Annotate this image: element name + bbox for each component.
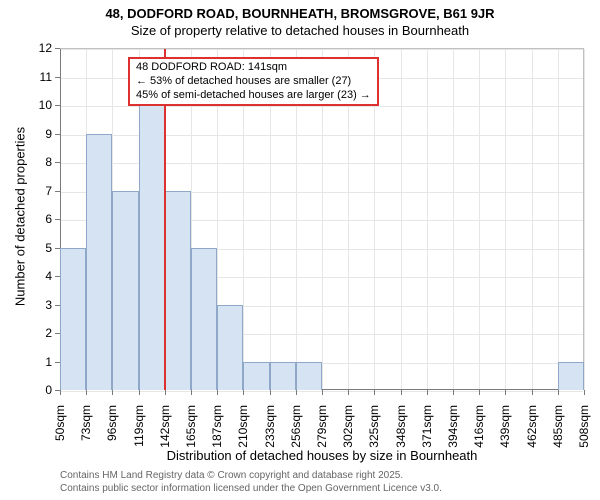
y-tick-label: 5: [32, 241, 52, 255]
y-tick-label: 12: [32, 41, 52, 55]
x-tick-mark: [558, 390, 559, 395]
attribution-footer: Contains HM Land Registry data © Crown c…: [60, 470, 442, 495]
x-tick-label: 96sqm: [105, 405, 119, 455]
y-tick-label: 11: [32, 70, 52, 84]
histogram-bar: [60, 248, 86, 391]
x-tick-label: 508sqm: [577, 405, 591, 455]
plot-area: 48 DODFORD ROAD: 141sqm← 53% of detached…: [60, 48, 584, 390]
x-tick-label: 119sqm: [132, 405, 146, 455]
x-tick-label: 73sqm: [79, 405, 93, 455]
y-tick-label: 2: [32, 326, 52, 340]
x-tick-label: 187sqm: [210, 405, 224, 455]
histogram-bar: [270, 362, 296, 391]
x-tick-mark: [112, 390, 113, 395]
x-tick-label: 210sqm: [236, 405, 250, 455]
histogram-bar: [243, 362, 269, 391]
y-axis-label: Number of detached properties: [13, 117, 28, 317]
y-tick-mark: [55, 134, 60, 135]
y-tick-mark: [55, 191, 60, 192]
y-tick-label: 6: [32, 212, 52, 226]
grid-line-vertical: [453, 49, 454, 390]
histogram-bar: [296, 362, 322, 391]
y-tick-label: 9: [32, 127, 52, 141]
histogram-bar: [558, 362, 584, 391]
x-tick-label: 256sqm: [289, 405, 303, 455]
x-tick-label: 485sqm: [551, 405, 565, 455]
grid-line-vertical: [584, 49, 585, 390]
x-tick-mark: [453, 390, 454, 395]
x-tick-label: 50sqm: [53, 405, 67, 455]
y-tick-label: 4: [32, 269, 52, 283]
chart-subtitle: Size of property relative to detached ho…: [0, 21, 600, 38]
y-tick-mark: [55, 105, 60, 106]
histogram-bar: [139, 105, 165, 390]
x-tick-mark: [374, 390, 375, 395]
x-tick-mark: [584, 390, 585, 395]
x-tick-label: 439sqm: [498, 405, 512, 455]
annotation-line1: 48 DODFORD ROAD: 141sqm: [136, 61, 371, 75]
x-tick-mark: [296, 390, 297, 395]
x-tick-label: 302sqm: [341, 405, 355, 455]
y-tick-mark: [55, 362, 60, 363]
x-tick-mark: [427, 390, 428, 395]
y-tick-label: 8: [32, 155, 52, 169]
x-tick-mark: [243, 390, 244, 395]
x-tick-mark: [86, 390, 87, 395]
x-tick-label: 325sqm: [367, 405, 381, 455]
y-tick-mark: [55, 276, 60, 277]
histogram-bar: [191, 248, 217, 391]
chart-title: 48, DODFORD ROAD, BOURNHEATH, BROMSGROVE…: [0, 0, 600, 21]
histogram-bar: [217, 305, 243, 391]
grid-line-vertical: [427, 49, 428, 390]
y-tick-label: 10: [32, 98, 52, 112]
y-tick-mark: [55, 248, 60, 249]
x-tick-mark: [217, 390, 218, 395]
y-tick-mark: [55, 48, 60, 49]
y-tick-label: 0: [32, 383, 52, 397]
x-tick-mark: [60, 390, 61, 395]
x-tick-mark: [270, 390, 271, 395]
footer-line2: Contains public sector information licen…: [60, 483, 442, 496]
x-tick-mark: [139, 390, 140, 395]
x-tick-mark: [322, 390, 323, 395]
x-tick-label: 142sqm: [158, 405, 172, 455]
y-tick-mark: [55, 305, 60, 306]
x-tick-label: 348sqm: [394, 405, 408, 455]
annotation-box: 48 DODFORD ROAD: 141sqm← 53% of detached…: [128, 57, 379, 106]
histogram-bar: [112, 191, 138, 391]
annotation-line2: ← 53% of detached houses are smaller (27…: [136, 75, 371, 89]
grid-line-vertical: [532, 49, 533, 390]
x-tick-label: 394sqm: [446, 405, 460, 455]
histogram-bar: [86, 134, 112, 391]
y-tick-mark: [55, 77, 60, 78]
x-tick-mark: [505, 390, 506, 395]
x-tick-mark: [479, 390, 480, 395]
x-tick-mark: [348, 390, 349, 395]
x-tick-label: 371sqm: [420, 405, 434, 455]
grid-line-vertical: [505, 49, 506, 390]
property-size-chart: 48, DODFORD ROAD, BOURNHEATH, BROMSGROVE…: [0, 0, 600, 500]
y-tick-label: 3: [32, 298, 52, 312]
x-tick-label: 165sqm: [184, 405, 198, 455]
x-tick-mark: [165, 390, 166, 395]
x-tick-label: 279sqm: [315, 405, 329, 455]
x-tick-label: 233sqm: [263, 405, 277, 455]
x-tick-mark: [532, 390, 533, 395]
y-tick-mark: [55, 162, 60, 163]
grid-line-vertical: [479, 49, 480, 390]
x-tick-mark: [191, 390, 192, 395]
histogram-bar: [165, 191, 191, 391]
y-tick-mark: [55, 333, 60, 334]
x-tick-mark: [401, 390, 402, 395]
grid-line-vertical: [401, 49, 402, 390]
y-tick-label: 1: [32, 355, 52, 369]
footer-line1: Contains HM Land Registry data © Crown c…: [60, 470, 442, 483]
annotation-line3: 45% of semi-detached houses are larger (…: [136, 89, 371, 103]
y-tick-mark: [55, 219, 60, 220]
x-tick-label: 462sqm: [525, 405, 539, 455]
x-tick-label: 416sqm: [472, 405, 486, 455]
grid-line-vertical: [558, 49, 559, 390]
y-tick-label: 7: [32, 184, 52, 198]
